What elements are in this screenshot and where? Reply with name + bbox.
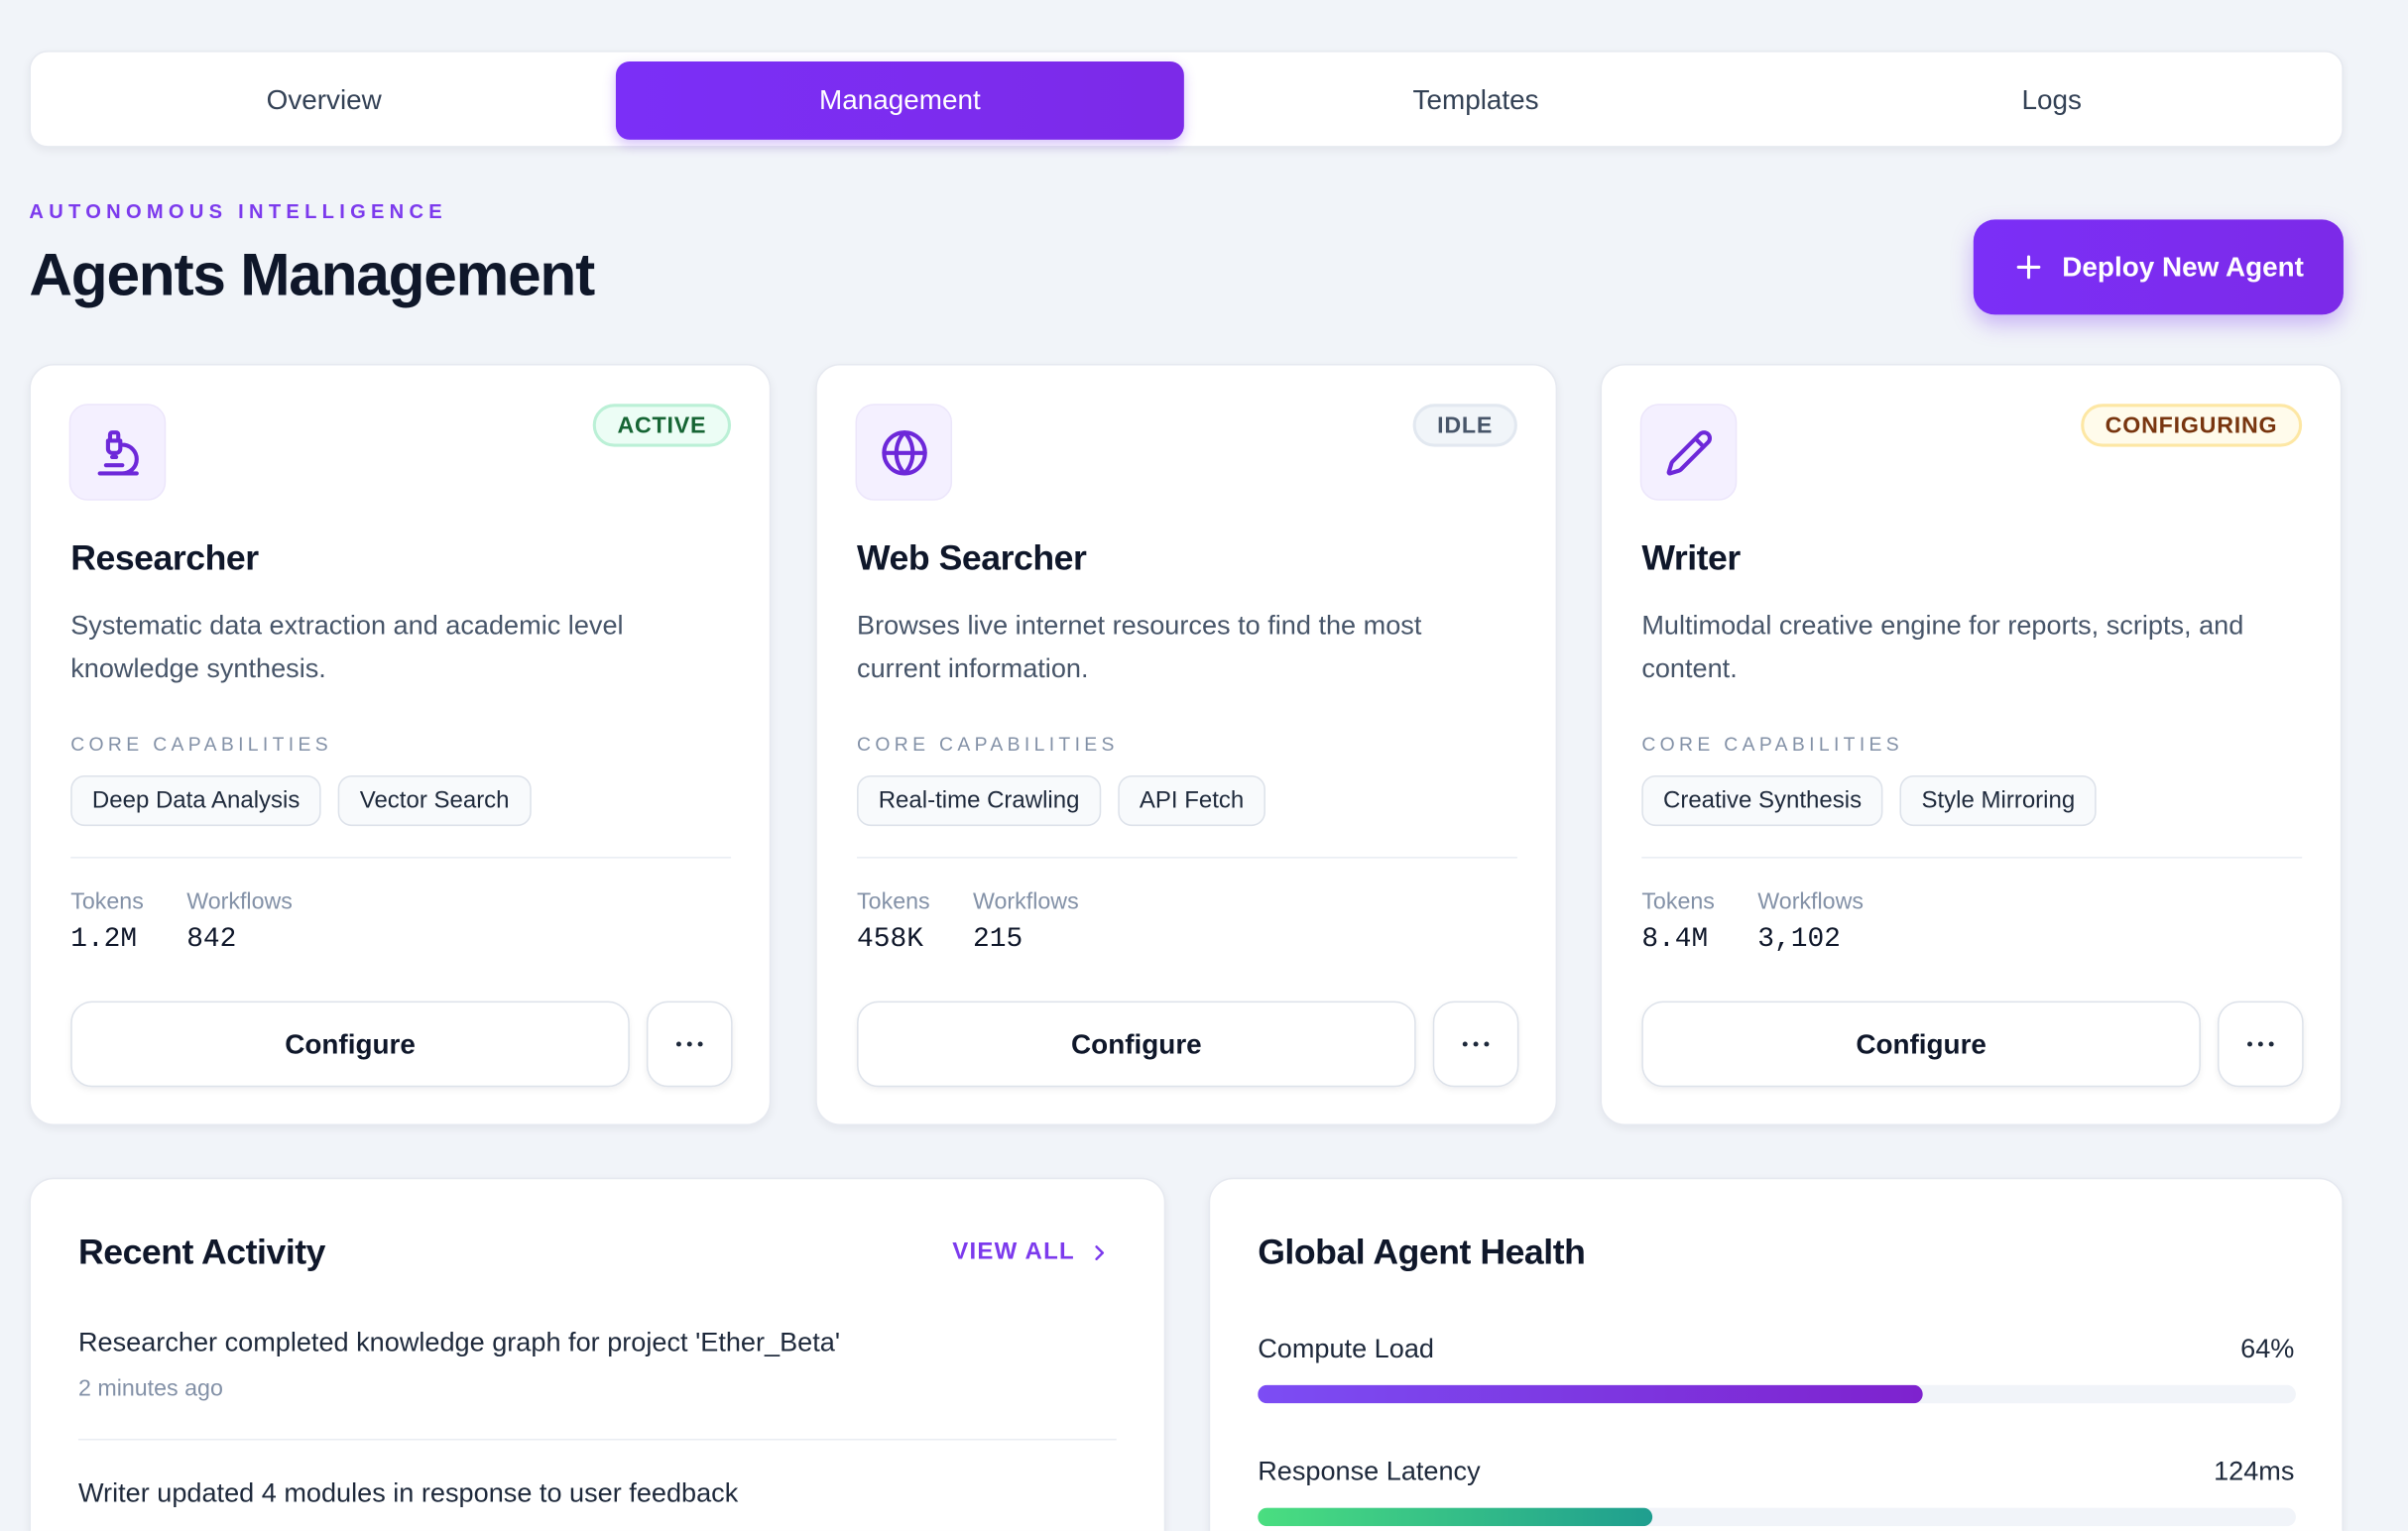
stat-value: 215 (973, 924, 1023, 956)
agent-card: ACTIVE Researcher Systematic data extracti… (29, 363, 772, 1126)
progress-fill (1258, 1507, 1652, 1527)
more-icon (2247, 1041, 2274, 1047)
activity-panel: Recent Activity VIEW ALL Researcher comple… (29, 1177, 1166, 1531)
tab[interactable]: Templates (1412, 84, 1539, 116)
chevron (1095, 1245, 1105, 1260)
agent-icon (1639, 404, 1738, 501)
stat: Workflows 3,102 (1757, 889, 1864, 956)
stat-label: Tokens (1641, 888, 1715, 915)
agent-description: Multimodal creative engine for reports, … (1641, 609, 2244, 684)
divider (77, 1438, 1117, 1441)
health-panel: Global Agent Health Compute Load 64% Respon… (1208, 1177, 2344, 1531)
capability-tag: Vector Search (338, 774, 532, 827)
agent-name: Web Searcher (857, 536, 1087, 578)
stat-label: Tokens (857, 888, 930, 915)
plus-icon (2016, 255, 2041, 280)
tab-bar: Overview Management Templates Logs (29, 51, 2344, 148)
activity-text: Researcher completed knowledge graph for… (77, 1326, 841, 1357)
capability-tag: Deep Data Analysis (70, 774, 322, 827)
capabilities-label: CORE CAPABILITIES (1641, 734, 1904, 756)
agent-card: IDLE Web Searcher Browses live internet re… (815, 363, 1558, 1126)
metric-value: 124ms (2214, 1455, 2295, 1486)
view-all-label: VIEW ALL (952, 1238, 1075, 1265)
panel-title: Global Agent Health (1258, 1231, 1586, 1272)
stat-value: 842 (186, 924, 237, 956)
activity-text: Writer updated 4 modules in response to … (77, 1476, 739, 1508)
status-badge: ACTIVE (592, 404, 732, 447)
agent-name: Researcher (70, 536, 259, 578)
metric-label: Compute Load (1258, 1333, 1434, 1364)
stat-value: 1.2M (70, 924, 138, 956)
configure-button[interactable]: Configure (857, 1001, 1416, 1088)
agent-description: Browses live internet resources to find … (857, 609, 1422, 684)
capability-tag: Creative Synthesis (1641, 774, 1883, 827)
stat-value: 8.4M (1641, 924, 1709, 956)
capabilities-label: CORE CAPABILITIES (857, 734, 1119, 756)
icon (96, 429, 139, 475)
stat: Tokens 8.4M (1641, 889, 1715, 956)
tab[interactable]: Logs (2021, 84, 2082, 116)
stat: Workflows 842 (186, 889, 293, 956)
progress-track (1258, 1507, 2296, 1527)
stats: Tokens 1.2M Workflows 842 (70, 889, 293, 956)
divider (857, 857, 1517, 859)
more-button[interactable] (2217, 1001, 2304, 1088)
panel-title: Recent Activity (77, 1231, 326, 1272)
agent-icon (855, 404, 953, 501)
progress-track (1258, 1384, 2296, 1404)
stat: Tokens 458K (857, 889, 930, 956)
stats: Tokens 458K Workflows 215 (857, 889, 1079, 956)
deploy-button[interactable]: Deploy New Agent (1973, 219, 2344, 315)
agent-icon (68, 404, 167, 501)
tab[interactable]: Overview (266, 84, 382, 116)
stat-label: Workflows (973, 888, 1079, 915)
capability-tag: API Fetch (1118, 774, 1265, 827)
agent-card: CONFIGURING Writer Multimodal creative eng… (1600, 363, 2343, 1126)
deploy-label: Deploy New Agent (2062, 251, 2304, 283)
status-badge: CONFIGURING (2080, 404, 2303, 447)
capability-tag: Real-time Crawling (857, 774, 1102, 827)
stat: Workflows 215 (973, 889, 1079, 956)
activity-time: 2 minutes ago (77, 1375, 223, 1402)
configure-button[interactable]: Configure (70, 1001, 630, 1088)
metric-label: Response Latency (1258, 1455, 1481, 1486)
more-button[interactable] (1432, 1001, 1519, 1088)
more-icon (675, 1041, 703, 1047)
status-badge: IDLE (1412, 404, 1517, 447)
configure-button[interactable]: Configure (1641, 1001, 2201, 1088)
icon (881, 429, 926, 475)
page-title: Agents Management (29, 242, 595, 309)
agent-description: Systematic data extraction and academic … (70, 609, 624, 684)
capability-tags: Real-time Crawling API Fetch (857, 774, 1265, 827)
divider (70, 857, 732, 859)
stat-label: Workflows (1757, 888, 1864, 915)
capability-tag: Style Mirroring (1899, 774, 2097, 827)
metric-value: 64% (2240, 1333, 2295, 1364)
capabilities-label: CORE CAPABILITIES (70, 734, 332, 756)
icon (1665, 429, 1712, 475)
more-icon (1462, 1041, 1490, 1047)
stats: Tokens 8.4M Workflows 3,102 (1641, 889, 1864, 956)
stat-value: 458K (857, 924, 923, 956)
agent-name: Writer (1641, 536, 1741, 578)
divider (1641, 857, 2303, 859)
view-all-link[interactable]: VIEW ALL (952, 1239, 1112, 1267)
stat-value: 3,102 (1757, 924, 1841, 956)
tab[interactable]: Management (615, 60, 1184, 140)
stat-label: Workflows (186, 888, 293, 915)
progress-fill (1258, 1384, 1923, 1404)
more-button[interactable] (646, 1001, 733, 1088)
capability-tags: Creative Synthesis Style Mirroring (1641, 774, 2097, 827)
stat: Tokens 1.2M (70, 889, 144, 956)
eyebrow: AUTONOMOUS INTELLIGENCE (29, 199, 447, 223)
stat-label: Tokens (70, 888, 144, 915)
capability-tags: Deep Data Analysis Vector Search (70, 774, 532, 827)
